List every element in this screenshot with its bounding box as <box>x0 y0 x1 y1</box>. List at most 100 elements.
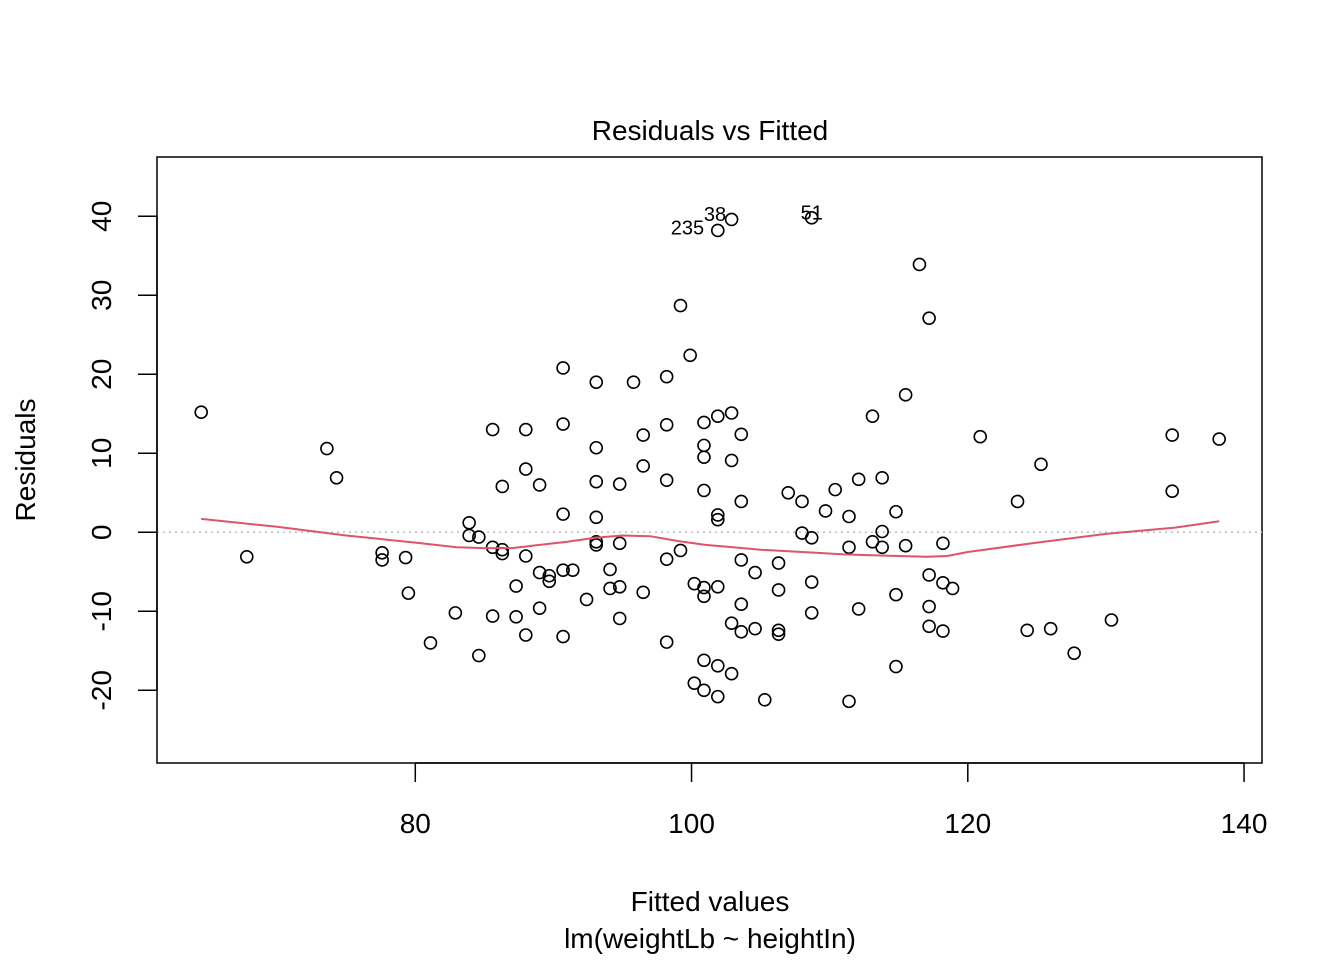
data-point <box>697 653 711 668</box>
data-point <box>734 427 749 442</box>
point-label: 38 <box>704 204 726 226</box>
data-point <box>518 462 533 476</box>
data-point <box>518 628 533 642</box>
data-point <box>842 694 856 709</box>
data-point <box>804 211 819 225</box>
data-point <box>1067 646 1081 660</box>
data-point <box>565 563 580 578</box>
data-point <box>710 409 725 423</box>
data-point <box>697 438 711 453</box>
data-point <box>828 482 842 497</box>
data-point <box>945 581 960 596</box>
x-tick-label: 140 <box>1221 808 1268 839</box>
data-point <box>448 606 463 620</box>
data-point <box>589 375 604 389</box>
smooth-trend-line <box>201 517 1220 558</box>
y-tick-label: 30 <box>86 280 117 311</box>
data-point <box>724 666 739 681</box>
data-point <box>771 623 786 638</box>
data-point <box>462 528 476 543</box>
data-point <box>724 406 739 420</box>
point-label: 235 <box>671 217 704 239</box>
data-point <box>804 606 819 620</box>
data-point <box>485 422 500 437</box>
data-point <box>659 473 674 487</box>
data-point <box>1020 623 1034 638</box>
data-point <box>1165 484 1180 499</box>
data-point <box>423 636 438 650</box>
data-point <box>710 223 725 238</box>
point-label: 51 <box>801 202 823 224</box>
data-point <box>757 692 772 707</box>
data-point <box>462 516 476 530</box>
data-point <box>697 683 711 698</box>
data-point <box>626 375 641 389</box>
y-axis: -20 -10 0 10 20 30 40 <box>86 201 158 711</box>
data-point <box>518 422 533 437</box>
data-point <box>936 536 950 551</box>
data-point <box>532 601 547 615</box>
data-point <box>804 575 819 589</box>
data-point <box>710 689 725 704</box>
data-point <box>710 512 725 527</box>
data-point <box>375 546 389 560</box>
data-point <box>1165 428 1180 442</box>
data-point <box>375 553 389 567</box>
data-point <box>495 542 510 557</box>
data-point <box>842 509 856 524</box>
data-point <box>659 369 674 384</box>
data-point <box>612 477 627 491</box>
data-point <box>771 556 786 570</box>
data-point <box>636 585 651 600</box>
data-point <box>556 417 570 431</box>
data-point <box>556 563 570 578</box>
data-point <box>1010 494 1025 509</box>
data-point <box>320 441 334 456</box>
data-point <box>1034 457 1048 472</box>
x-tick-label: 120 <box>944 808 991 839</box>
data-point <box>509 610 523 624</box>
data-point <box>589 510 604 525</box>
data-point <box>603 581 617 596</box>
data-point <box>697 580 711 595</box>
data-point <box>542 568 557 583</box>
data-point <box>401 586 416 600</box>
data-point <box>710 580 725 594</box>
data-point <box>659 418 674 432</box>
y-tick-label: 20 <box>86 359 117 390</box>
data-point <box>697 415 711 430</box>
data-point <box>889 659 903 674</box>
data-point <box>687 676 702 691</box>
data-point <box>875 540 889 555</box>
data-point <box>898 538 913 553</box>
data-point <box>710 508 725 522</box>
y-tick-label: -10 <box>86 591 117 631</box>
data-point <box>329 470 344 485</box>
data-point <box>542 574 557 589</box>
y-tick-label: 40 <box>86 201 117 232</box>
data-point <box>518 549 533 563</box>
data-point <box>612 611 627 626</box>
data-point <box>636 459 651 473</box>
data-point <box>875 524 889 539</box>
data-point <box>556 507 570 521</box>
data-point <box>842 540 856 555</box>
data-point <box>922 619 936 634</box>
data-point <box>804 531 819 545</box>
data-point <box>532 565 547 580</box>
data-point <box>589 474 604 489</box>
data-point <box>889 504 903 519</box>
y-axis-label: Residuals <box>10 399 41 522</box>
data-point <box>922 568 936 582</box>
data-point <box>724 212 739 227</box>
data-point <box>865 409 880 423</box>
data-point <box>673 298 688 313</box>
data-point <box>1043 621 1058 636</box>
data-point <box>936 624 950 638</box>
data-point <box>724 453 739 468</box>
data-point <box>781 485 796 500</box>
data-point <box>472 530 486 544</box>
y-tick-label: 0 <box>86 525 117 541</box>
